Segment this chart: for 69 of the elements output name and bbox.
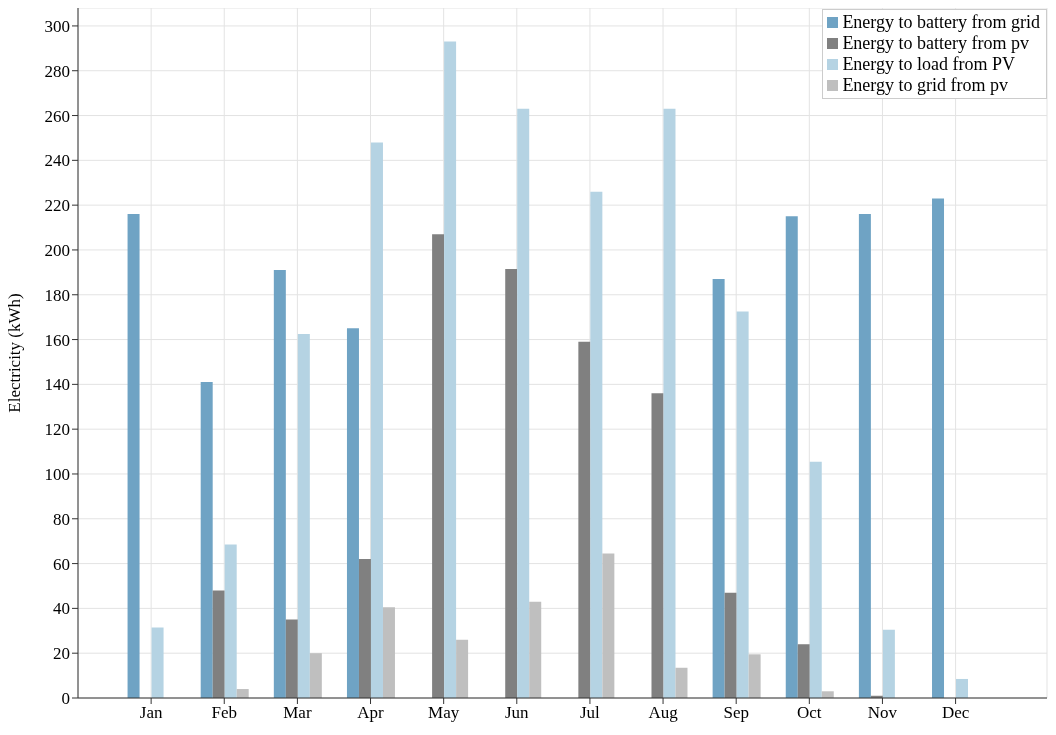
bar [590,191,603,698]
x-tick-label: Apr [357,703,385,723]
bar [444,41,457,698]
bar [346,328,359,698]
x-tick-label: Feb [211,703,238,723]
y-tick-label: 0 [61,689,70,709]
bar [675,667,688,698]
x-tick-label: Aug [648,703,679,723]
y-tick-label: 80 [53,509,70,529]
x-tick-label: Dec [941,703,970,723]
bar [212,590,225,698]
y-tick-label: 60 [53,554,70,574]
bar [297,333,310,698]
bar [358,559,371,698]
bar [602,553,615,698]
x-tick-label: Jul [580,703,601,723]
y-tick-label: 180 [44,285,70,305]
x-tick-label: Oct [797,703,822,723]
bar [273,270,286,698]
bar [932,198,945,698]
x-tick-label: Mar [283,703,312,723]
legend-label: Energy to load from PV [842,54,1016,75]
x-tick-label: Nov [867,703,898,723]
bar [797,644,810,698]
bar [517,108,530,698]
y-tick-label: 160 [44,330,70,350]
y-tick-label: 200 [44,240,70,260]
y-tick-label: 20 [53,644,70,664]
bar [724,592,737,698]
bar [309,653,322,698]
bar [578,341,591,698]
bar [748,654,761,698]
y-axis-title: Electricity (kWh) [5,293,25,413]
bar [529,601,542,698]
legend-label: Energy to battery from grid [842,12,1040,33]
bar [785,216,798,698]
y-tick-label: 140 [44,375,70,395]
legend-label: Energy to grid from pv [842,75,1009,96]
bar [151,627,164,698]
x-tick-label: Jan [139,703,163,723]
bar [370,142,383,698]
bar [127,214,140,698]
bar [712,279,725,698]
bar [809,461,822,698]
y-tick-label: 240 [44,151,70,171]
y-tick-label: 260 [44,106,70,126]
x-tick-label: Sep [723,703,749,723]
bar [285,619,298,698]
y-tick-label: 280 [44,61,70,81]
y-tick-label: 40 [53,599,70,619]
bar [224,544,237,698]
bar [382,607,395,698]
x-tick-label: May [428,703,460,723]
bar [663,108,676,698]
bar [505,268,518,698]
bar [858,214,871,698]
bar [456,639,469,698]
bar [736,311,749,698]
bar [200,382,213,698]
bar [956,678,969,698]
y-tick-label: 300 [44,16,70,36]
bar [651,393,664,698]
y-tick-label: 120 [44,420,70,440]
x-tick-label: Jun [504,703,530,723]
y-tick-label: 220 [44,196,70,216]
bar [882,629,895,698]
legend-label: Energy to battery from pv [842,33,1029,54]
y-tick-label: 100 [44,465,70,485]
bar [432,234,445,698]
